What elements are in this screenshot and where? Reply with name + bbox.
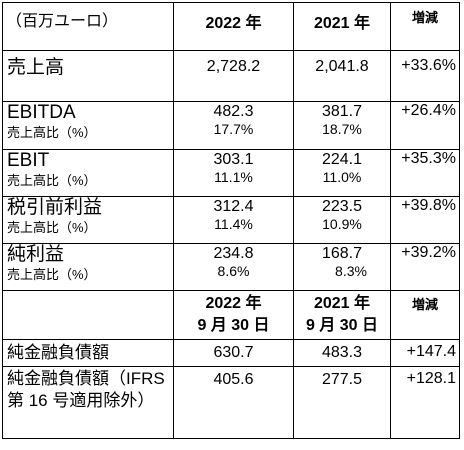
row-label: 純金融負債額 <box>2 339 174 367</box>
row-title: 純利益 <box>7 244 65 266</box>
amount: 303.1 <box>213 151 254 168</box>
value-2021: 224.1 11.0% <box>293 149 391 197</box>
row-title: EBITDA <box>7 102 76 124</box>
header-year: 2022 年 <box>205 295 262 312</box>
row-label: EBIT 売上高比（%） <box>2 149 174 197</box>
header-row: （百万ユーロ） 2022 年 2021 年 増減 <box>2 2 460 51</box>
header-date: 9 月 30 日 <box>305 317 379 334</box>
value-2021: 168.7 8.3% <box>293 243 391 291</box>
change-value: +26.4% <box>390 101 460 150</box>
change-value: +39.8% <box>390 196 460 244</box>
table-row: 純金融負債額（IFRS 第 16 号適用除外） 405.6 277.5 +128… <box>2 366 460 439</box>
row-label: 税引前利益 売上高比（%） <box>2 196 174 244</box>
row-title: EBIT <box>7 150 50 172</box>
amount: 168.7 <box>321 245 363 262</box>
value-2022: 303.1 11.1% <box>173 149 294 197</box>
header-year: 2021 年 <box>313 295 371 312</box>
financial-table: （百万ユーロ） 2022 年 2021 年 増減 売上高 2,728.2 2,0… <box>2 2 460 439</box>
value-2022: 405.6 <box>173 366 294 439</box>
ratio: 11.1% <box>214 169 253 185</box>
row-label: EBITDA 売上高比（%） <box>2 101 174 150</box>
col-2022-date-header: 2022 年 9 月 30 日 <box>173 290 294 340</box>
value-2022: 2,728.2 <box>173 50 294 102</box>
table-row: EBITDA 売上高比（%） 482.3 17.7% 381.7 18.7% +… <box>2 101 460 150</box>
ratio: 18.7% <box>322 121 362 137</box>
value-2021: 381.7 18.7% <box>293 101 391 150</box>
unit-cell: （百万ユーロ） <box>2 2 174 51</box>
row-subtitle: 売上高比（%） <box>7 267 97 282</box>
ratio: 10.9% <box>322 216 362 232</box>
table-row: 純利益 売上高比（%） 234.8 8.6% 168.7 8.3% +39.2% <box>2 243 460 291</box>
amount: 312.4 <box>213 198 254 215</box>
header-date: 9 月 30 日 <box>197 317 270 334</box>
ratio: 8.6% <box>217 263 250 279</box>
change-value: +147.4 <box>390 339 460 367</box>
ratio: 11.0% <box>322 169 362 185</box>
row-subtitle: 売上高比（%） <box>7 125 97 140</box>
header-row-2: 2022 年 9 月 30 日 2021 年 9 月 30 日 増減 <box>2 290 460 340</box>
row-label: 純金融負債額（IFRS 第 16 号適用除外） <box>2 366 174 439</box>
ratio: 17.7% <box>213 121 254 137</box>
amount: 234.8 <box>213 245 254 262</box>
change-value: +35.3% <box>390 149 460 197</box>
change-header: 増減 <box>390 290 460 340</box>
change-value: +33.6% <box>390 50 460 102</box>
table-row: EBIT 売上高比（%） 303.1 11.1% 224.1 11.0% +35… <box>2 149 460 197</box>
amount: 381.7 <box>321 103 363 120</box>
col-2022-header: 2022 年 <box>173 2 294 51</box>
amount: 223.5 <box>321 198 363 215</box>
value-2021: 223.5 10.9% <box>293 196 391 244</box>
row-label: 純利益 売上高比（%） <box>2 243 174 291</box>
col-2021-date-header: 2021 年 9 月 30 日 <box>293 290 391 340</box>
row-title: 税引前利益 <box>7 197 103 219</box>
amount: 224.1 <box>321 151 363 168</box>
row-subtitle: 売上高比（%） <box>7 173 97 188</box>
row-label: 売上高 <box>2 50 174 102</box>
table-row: 税引前利益 売上高比（%） 312.4 11.4% 223.5 10.9% +3… <box>2 196 460 244</box>
value-2022: 482.3 17.7% <box>173 101 294 150</box>
amount: 482.3 <box>213 103 254 120</box>
value-2021: 277.5 <box>293 366 391 439</box>
table-row: 純金融負債額 630.7 483.3 +147.4 <box>2 339 460 367</box>
value-2022: 630.7 <box>173 339 294 367</box>
col-2021-header: 2021 年 <box>293 2 391 51</box>
value-2022: 312.4 11.4% <box>173 196 294 244</box>
value-2021: 483.3 <box>293 339 391 367</box>
row-subtitle: 売上高比（%） <box>7 220 97 235</box>
change-header: 増減 <box>390 2 460 51</box>
empty-cell <box>2 290 174 340</box>
table-row: 売上高 2,728.2 2,041.8 +33.6% <box>2 50 460 102</box>
change-value: +128.1 <box>390 366 460 439</box>
value-2021: 2,041.8 <box>293 50 391 102</box>
value-2022: 234.8 8.6% <box>173 243 294 291</box>
ratio: 11.4% <box>214 216 253 232</box>
ratio: 8.3% <box>335 263 367 279</box>
change-value: +39.2% <box>390 243 460 291</box>
